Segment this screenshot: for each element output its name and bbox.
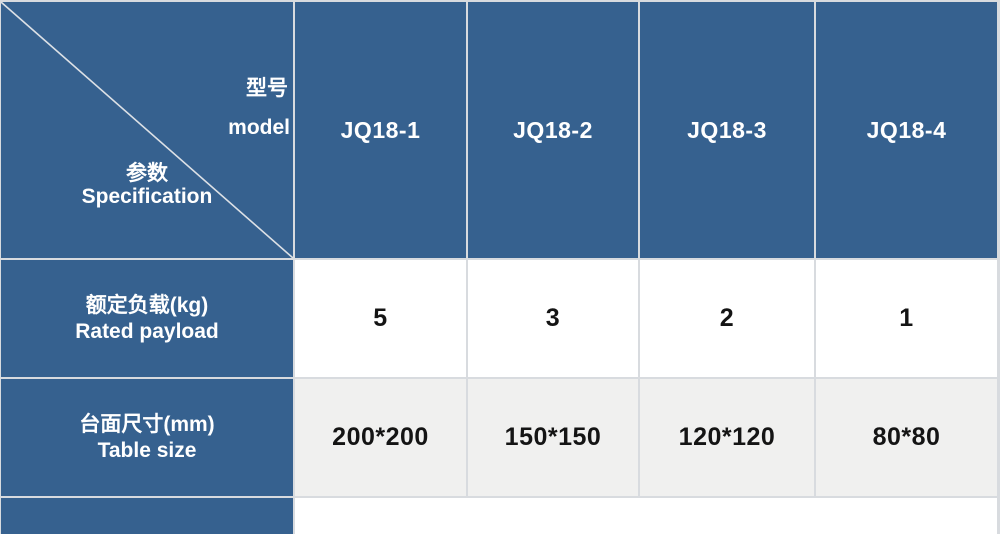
- row-label-table-size-cn: 台面尺寸(mm): [79, 412, 215, 436]
- corner-spec-label-cn: 参数: [126, 162, 168, 185]
- row-label-table-size: 台面尺寸(mm) Table size: [1, 379, 293, 496]
- cell-size-jq18-1: 200*200: [295, 379, 466, 496]
- corner-spec-label-en: Specification: [81, 185, 213, 208]
- corner-model-label-cn: 型号: [246, 77, 288, 100]
- row-label-table-size-en: Table size: [97, 438, 197, 462]
- column-header-jq18-1: JQ18-1: [295, 2, 466, 258]
- row-label-rated-payload-en: Rated payload: [75, 319, 219, 343]
- cell-size-jq18-3: 120*120: [640, 379, 814, 496]
- diagonal-divider-line: [1, 2, 293, 258]
- row-label-rated-payload-cn: 额定负载(kg): [85, 293, 209, 317]
- cell-payload-jq18-4: 1: [816, 260, 997, 377]
- corner-spec-label: 参数 Specification: [1, 162, 293, 208]
- column-header-jq18-2: JQ18-2: [468, 2, 638, 258]
- cell-payload-jq18-3: 2: [640, 260, 814, 377]
- cell-size-jq18-4: 80*80: [816, 379, 997, 496]
- cell-payload-jq18-2: 3: [468, 260, 638, 377]
- row-label-partial-empty: [1, 498, 293, 534]
- corner-header-cell: 型号 model 参数 Specification: [1, 2, 293, 258]
- cell-size-jq18-2: 150*150: [468, 379, 638, 496]
- cell-payload-jq18-1: 5: [295, 260, 466, 377]
- row-partial-empty-cells: [295, 498, 997, 534]
- corner-model-label-en: model: [228, 116, 290, 139]
- column-header-jq18-3: JQ18-3: [640, 2, 814, 258]
- row-label-rated-payload: 额定负载(kg) Rated payload: [1, 260, 293, 377]
- column-header-jq18-4: JQ18-4: [816, 2, 997, 258]
